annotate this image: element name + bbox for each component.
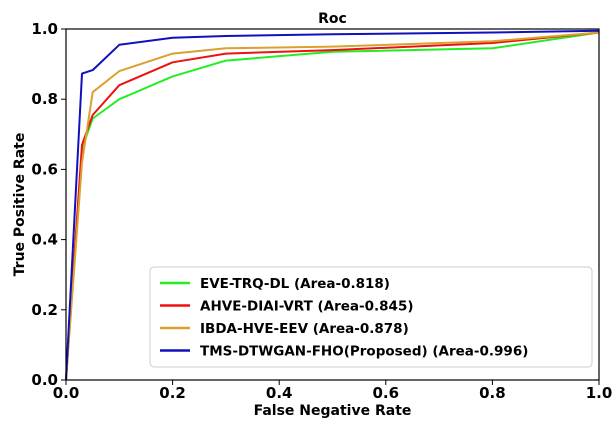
legend-label-1: EVE-TRQ-DL (Area-0.818) <box>200 276 390 292</box>
y-tick-label: 0.0 <box>31 371 58 389</box>
y-tick-label: 0.2 <box>31 301 58 319</box>
y-axis-label: True Positive Rate <box>12 133 28 277</box>
chart-title: Roc <box>318 11 347 27</box>
y-tick-label: 0.6 <box>31 160 58 178</box>
x-axis-ticks: 0.0 0.2 0.4 0.6 0.8 1.0 <box>53 380 613 402</box>
y-tick-label: 1.0 <box>31 20 58 38</box>
y-tick-label: 0.4 <box>31 231 58 249</box>
y-tick-label: 0.8 <box>31 90 58 108</box>
legend-label-2: AHVE-DIAI-VRT (Area-0.845) <box>200 299 414 315</box>
x-tick-label: 0.4 <box>266 384 293 402</box>
plot-frame <box>65 28 600 381</box>
legend-label-3: IBDA-HVE-EEV (Area-0.878) <box>200 321 409 337</box>
series-line-4 <box>65 29 600 381</box>
x-tick-label: 0.2 <box>159 384 186 402</box>
x-tick-label: 0.0 <box>53 384 80 402</box>
y-axis-ticks: 0.0 0.2 0.4 0.6 0.8 1.0 <box>31 20 66 389</box>
series-line-3 <box>65 31 600 381</box>
x-tick-label: 0.6 <box>373 384 400 402</box>
x-tick-label: 0.8 <box>479 384 506 402</box>
x-axis-label: False Negative Rate <box>254 403 412 419</box>
legend-label-4: TMS-DTWGAN-FHO(Proposed) (Area-0.996) <box>200 344 528 360</box>
legend: EVE-TRQ-DL (Area-0.818) AHVE-DIAI-VRT (Ar… <box>149 266 593 368</box>
x-tick-label: 1.0 <box>586 384 613 402</box>
plot-series <box>65 29 600 381</box>
legend-box <box>149 266 593 368</box>
